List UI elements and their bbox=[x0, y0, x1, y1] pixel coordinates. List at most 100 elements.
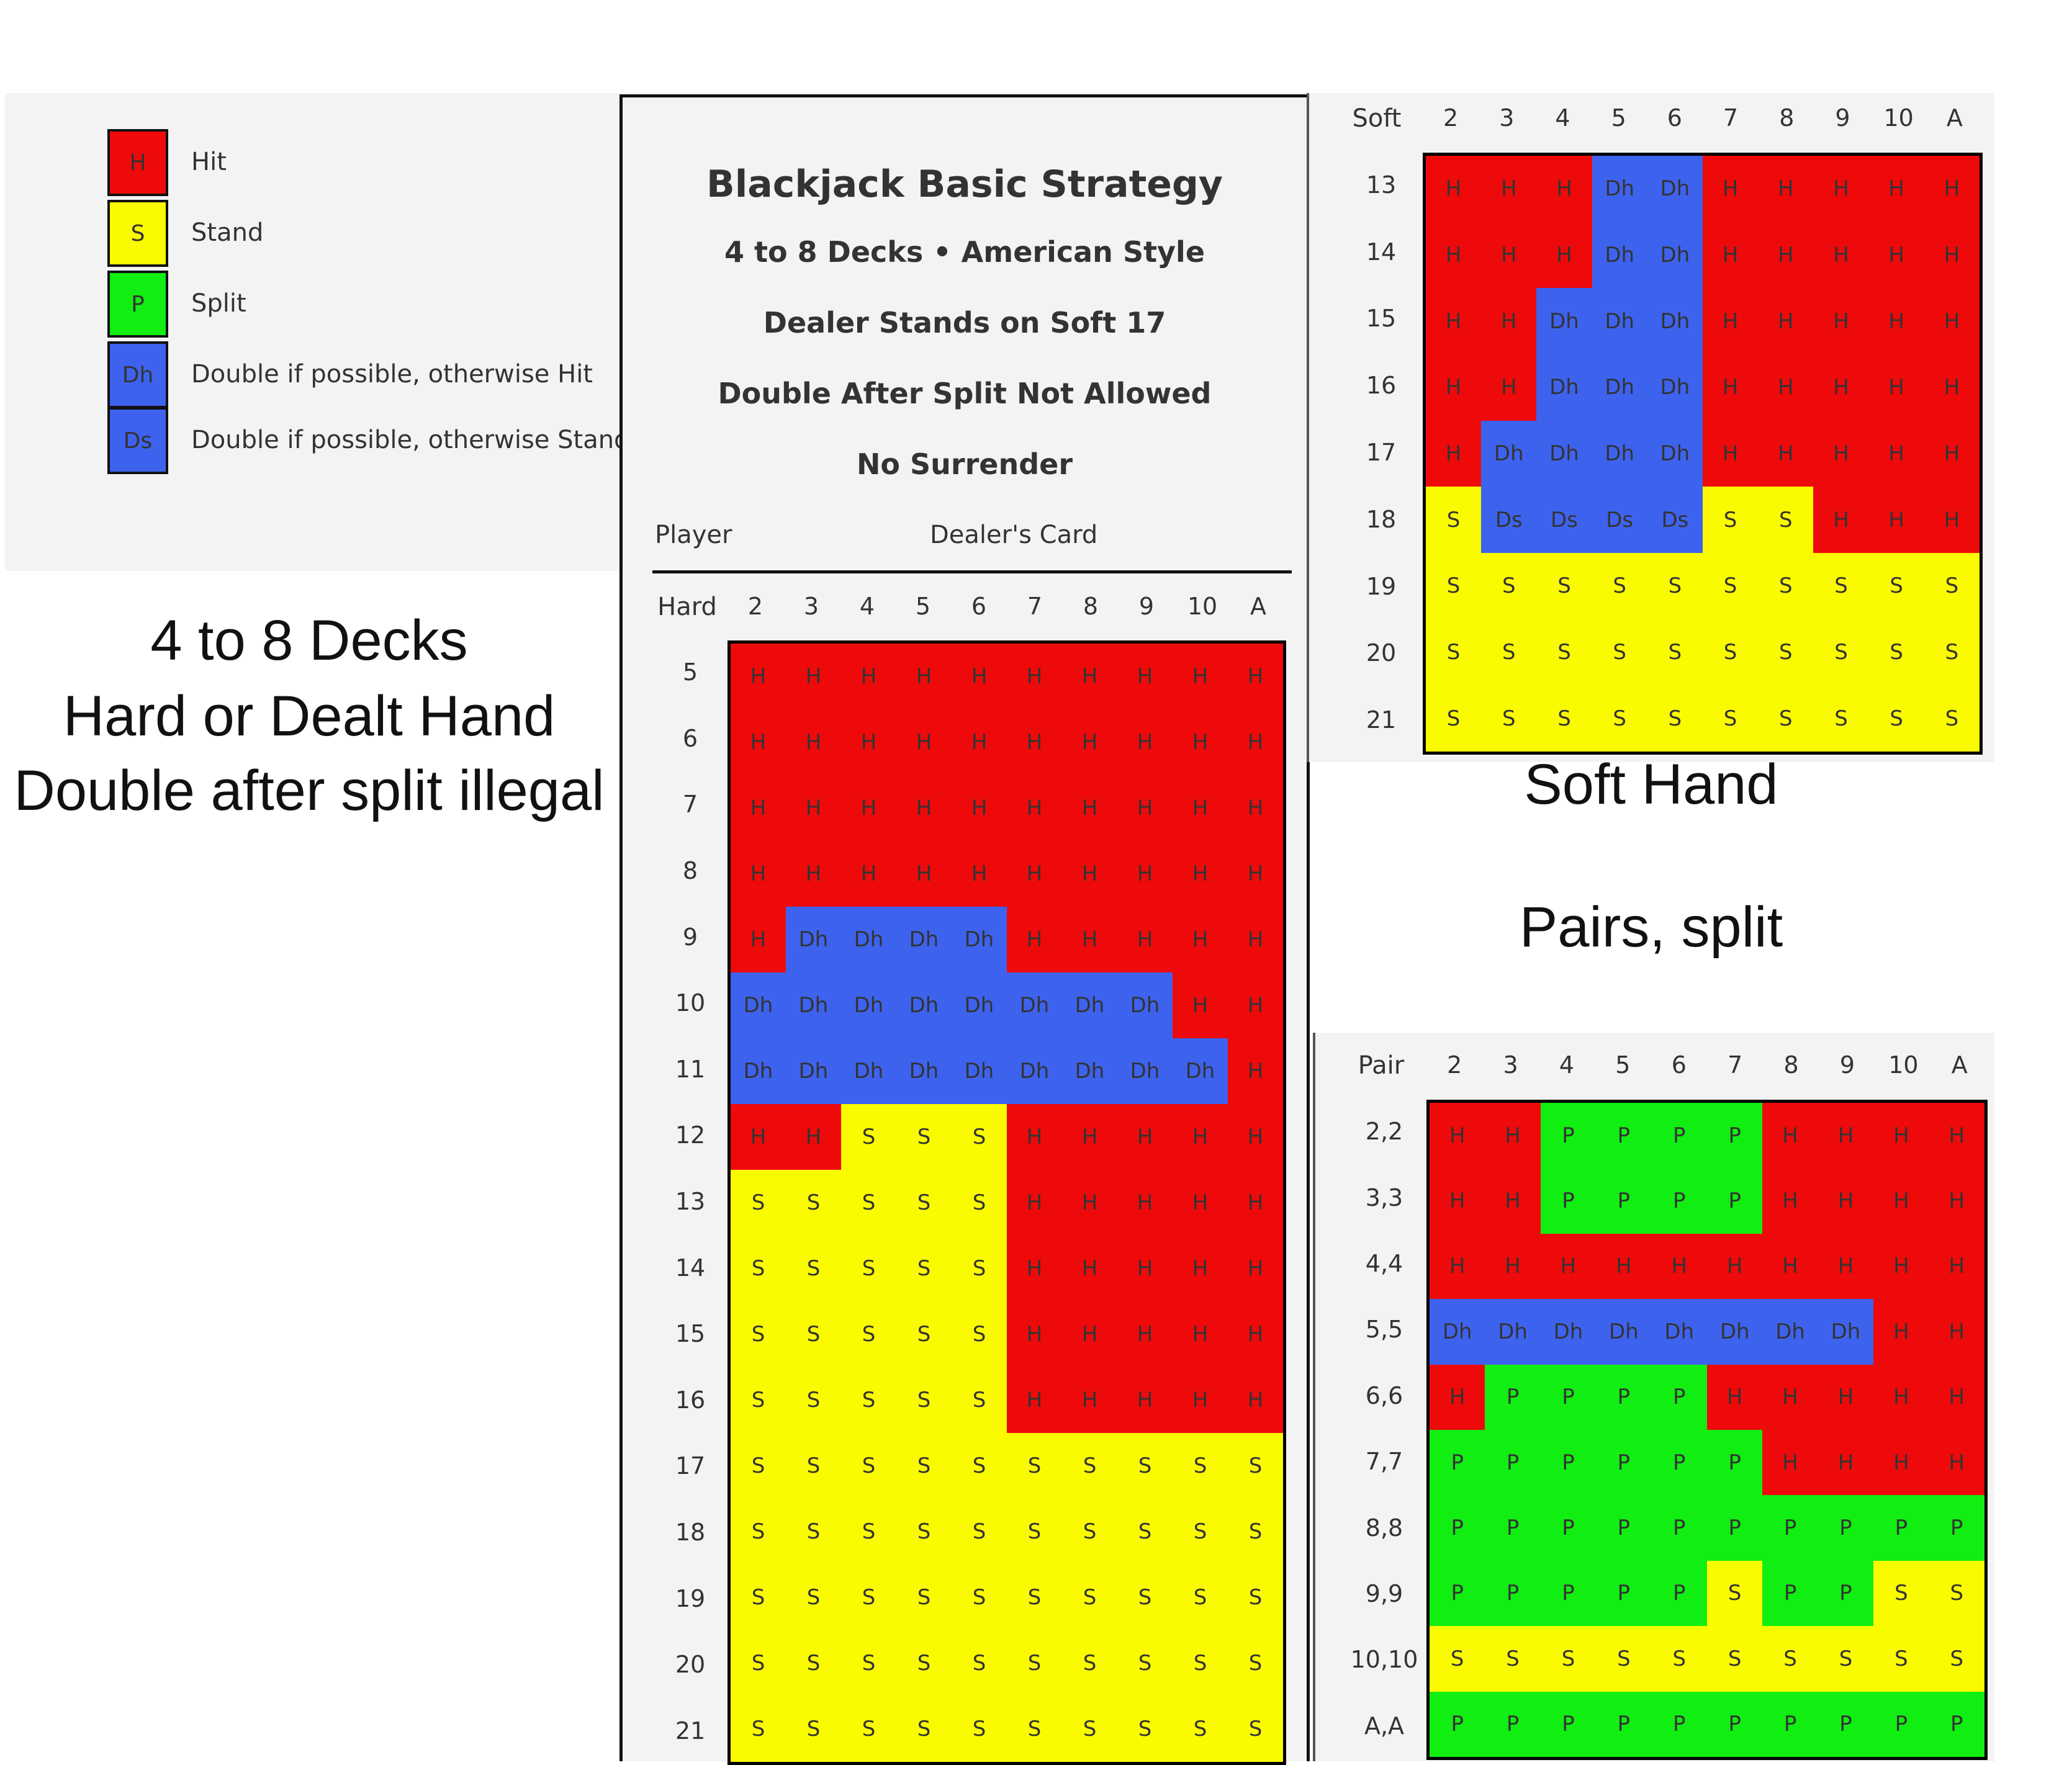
pair-cell: H bbox=[1707, 1233, 1763, 1300]
hard-cell: H bbox=[1173, 841, 1228, 907]
hard-cell: H bbox=[1007, 841, 1062, 907]
soft-cell: H bbox=[1758, 222, 1814, 289]
soft-cell: H bbox=[1924, 222, 1980, 289]
soft-cell: H bbox=[1426, 156, 1482, 222]
hard-cell: H bbox=[1062, 1301, 1117, 1367]
hard-player-total: 11 bbox=[675, 1055, 706, 1083]
soft-cell: H bbox=[1702, 288, 1759, 354]
left-caption-hard: Hard or Dealt Hand bbox=[63, 685, 556, 748]
pair-cell: H bbox=[1430, 1233, 1485, 1300]
hard-cell: S bbox=[952, 1104, 1007, 1170]
hard-cell: H bbox=[731, 709, 786, 775]
legend-panel: H S P Dh Ds Hit Stand Split Double if po… bbox=[5, 93, 629, 571]
pair-cell: P bbox=[1929, 1691, 1984, 1757]
soft-cell: S bbox=[1758, 619, 1814, 686]
soft-cell: Dh bbox=[1536, 420, 1592, 487]
hard-cell: H bbox=[896, 644, 952, 709]
soft-cell: S bbox=[1758, 487, 1814, 553]
hard-cell: S bbox=[952, 1696, 1007, 1762]
hard-cell: S bbox=[841, 1104, 896, 1170]
soft-cell: H bbox=[1813, 222, 1869, 289]
hard-cell: S bbox=[1062, 1565, 1117, 1630]
hard-cell: Dh bbox=[786, 907, 841, 972]
pair-cell: P bbox=[1707, 1168, 1763, 1234]
pair-cell: H bbox=[1818, 1430, 1874, 1496]
pair-cell: H bbox=[1929, 1430, 1984, 1496]
hard-cell: S bbox=[896, 1630, 952, 1696]
hard-cell: S bbox=[841, 1170, 896, 1236]
soft-dealer-card-header: A bbox=[1946, 104, 1963, 132]
hard-cell: S bbox=[1062, 1433, 1117, 1499]
hard-cell: H bbox=[1117, 1236, 1173, 1301]
soft-cell: Dh bbox=[1592, 156, 1647, 222]
hard-cell: H bbox=[1117, 1170, 1173, 1236]
pair-cell: H bbox=[1873, 1430, 1929, 1496]
hard-cell: Dh bbox=[1007, 1038, 1062, 1104]
soft-cell: H bbox=[1813, 288, 1869, 354]
hard-player-total: 15 bbox=[675, 1320, 706, 1348]
pair-player-total: 6,6 bbox=[1365, 1381, 1403, 1409]
soft-corner-label: Soft bbox=[1352, 104, 1402, 133]
header-divider bbox=[652, 570, 1292, 573]
hard-cell: H bbox=[1117, 775, 1173, 841]
hard-cell: H bbox=[1117, 709, 1173, 775]
dealer-card-label: Dealer's Card bbox=[930, 521, 1098, 549]
hard-cell: H bbox=[1173, 1367, 1228, 1433]
soft-player-total: 16 bbox=[1366, 372, 1397, 400]
soft-cell: Dh bbox=[1647, 222, 1703, 289]
hard-cell: S bbox=[952, 1367, 1007, 1433]
pair-cell: S bbox=[1929, 1626, 1984, 1692]
soft-cell: H bbox=[1924, 354, 1980, 421]
pair-dealer-card-header: 6 bbox=[1671, 1051, 1687, 1079]
pair-cell: Dh bbox=[1430, 1299, 1485, 1365]
pair-cell: H bbox=[1596, 1233, 1652, 1300]
hard-cell: H bbox=[786, 1104, 841, 1170]
pair-cell: P bbox=[1540, 1691, 1597, 1757]
soft-cell: S bbox=[1924, 685, 1980, 752]
soft-cell: H bbox=[1813, 354, 1869, 421]
hard-cell: Dh bbox=[1173, 1038, 1228, 1104]
pair-dealer-card-header: 7 bbox=[1727, 1051, 1743, 1079]
hard-cell: H bbox=[1062, 1367, 1117, 1433]
hard-cell: S bbox=[1173, 1565, 1228, 1630]
hard-cell: H bbox=[1007, 775, 1062, 841]
hard-cell: S bbox=[1007, 1433, 1062, 1499]
soft-cell: Dh bbox=[1536, 288, 1592, 354]
hard-cell: H bbox=[1228, 644, 1283, 709]
pair-cell: P bbox=[1818, 1560, 1874, 1627]
pair-cell: P bbox=[1540, 1103, 1597, 1169]
hard-cell: Dh bbox=[731, 1038, 786, 1104]
hard-cell: H bbox=[1228, 1367, 1283, 1433]
soft-cell: S bbox=[1702, 552, 1759, 619]
hard-player-total: 20 bbox=[675, 1651, 706, 1679]
hard-cell: S bbox=[952, 1630, 1007, 1696]
pair-cell: P bbox=[1430, 1495, 1485, 1561]
hard-cell: S bbox=[731, 1367, 786, 1433]
hard-cell: S bbox=[731, 1696, 786, 1762]
pair-cell: H bbox=[1929, 1103, 1984, 1169]
pair-cell: P bbox=[1540, 1560, 1597, 1627]
soft-cell: S bbox=[1481, 619, 1537, 686]
pair-cell: S bbox=[1651, 1626, 1707, 1692]
pair-cell: H bbox=[1818, 1103, 1874, 1169]
hard-cell: S bbox=[896, 1696, 952, 1762]
pair-cell: P bbox=[1540, 1495, 1597, 1561]
soft-cell: Dh bbox=[1536, 354, 1592, 421]
hard-cell: H bbox=[1173, 1301, 1228, 1367]
hard-cell: Dh bbox=[896, 972, 952, 1038]
pair-cell: H bbox=[1929, 1299, 1984, 1365]
rule-surrender: No Surrender bbox=[856, 447, 1073, 481]
pair-corner-label: Pair bbox=[1358, 1051, 1405, 1080]
pair-cell: P bbox=[1707, 1430, 1763, 1496]
hard-cell: S bbox=[896, 1433, 952, 1499]
hard-cell: S bbox=[731, 1236, 786, 1301]
hard-cell: H bbox=[841, 841, 896, 907]
pair-cell: Dh bbox=[1651, 1299, 1707, 1365]
hard-player-total: 13 bbox=[675, 1188, 706, 1215]
hard-dealer-card-header: 4 bbox=[859, 593, 875, 620]
hard-dealer-card-header: A bbox=[1250, 593, 1266, 620]
pair-cell: H bbox=[1651, 1233, 1707, 1300]
hard-cell: S bbox=[1062, 1630, 1117, 1696]
pair-cell: H bbox=[1430, 1364, 1485, 1430]
